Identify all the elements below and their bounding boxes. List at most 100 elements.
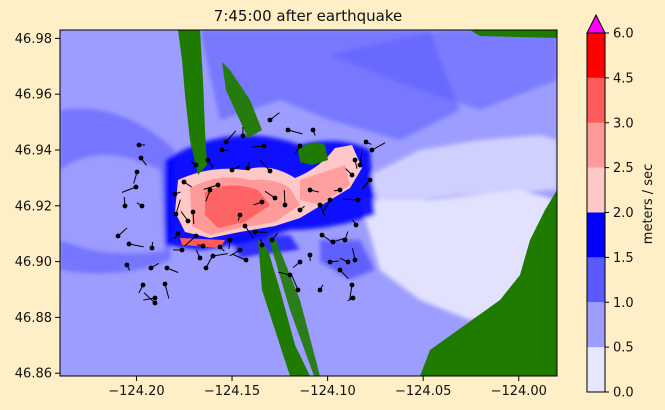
colorbar-tick-label: 2.0 bbox=[613, 206, 634, 221]
gauge-point bbox=[190, 209, 196, 215]
gauge-point bbox=[252, 229, 258, 235]
gauge-point bbox=[243, 257, 249, 263]
y-axis: 46.86 46.88 46.90 46.92 46.94 46.96 46.98 bbox=[15, 32, 60, 382]
gauge-point bbox=[285, 127, 291, 133]
gauge-point bbox=[267, 168, 273, 174]
colorbar-segment bbox=[587, 347, 605, 392]
gauge-point bbox=[162, 281, 168, 287]
gauge-point bbox=[317, 287, 323, 293]
gauge-markers bbox=[115, 112, 386, 306]
gauge-point bbox=[179, 247, 185, 253]
gauge-point bbox=[261, 143, 267, 149]
y-tick-label: 46.88 bbox=[15, 311, 52, 326]
gauge-point bbox=[295, 287, 301, 293]
gauge-point bbox=[297, 207, 303, 213]
gauge-point bbox=[205, 157, 211, 163]
colorbar-segment bbox=[587, 302, 605, 348]
gauge-point bbox=[267, 117, 273, 123]
colorbar-tick-label: 0.5 bbox=[613, 341, 634, 356]
gauge-point bbox=[272, 195, 278, 201]
gauge-point bbox=[134, 169, 140, 175]
gauge-point bbox=[136, 142, 142, 148]
gauge-point bbox=[240, 133, 246, 139]
gauge-point bbox=[138, 155, 144, 161]
gauge-point bbox=[327, 259, 333, 265]
gauge-point bbox=[297, 143, 303, 149]
gauge-point bbox=[259, 242, 265, 248]
gauge-point bbox=[352, 157, 358, 163]
gauge-point bbox=[200, 243, 206, 249]
gauge-point bbox=[115, 233, 121, 239]
gauge-point bbox=[193, 162, 199, 168]
plot-area bbox=[60, 30, 557, 376]
current-arrow bbox=[225, 130, 237, 143]
gauge-point bbox=[175, 231, 181, 237]
gauge-point bbox=[259, 199, 265, 205]
gauge-point bbox=[172, 191, 178, 197]
colorbar-tick-label: 2.5 bbox=[613, 161, 634, 176]
colorbar-tick-label: 4.5 bbox=[613, 71, 634, 86]
gauge-point bbox=[269, 237, 275, 243]
gauge-point bbox=[148, 265, 154, 271]
gauge-point bbox=[337, 267, 343, 273]
gauge-point bbox=[237, 212, 243, 218]
colorbar-segment bbox=[587, 167, 605, 213]
current-arrow bbox=[184, 235, 197, 247]
x-tick-label: −124.00 bbox=[491, 384, 547, 399]
gauge-point bbox=[181, 179, 187, 185]
colorbar-segment bbox=[587, 122, 605, 168]
gauge-point bbox=[217, 244, 223, 250]
current-arrow bbox=[349, 284, 353, 300]
plot-frame bbox=[59, 29, 558, 377]
gauge-point bbox=[193, 233, 199, 239]
current-arrow bbox=[259, 159, 271, 172]
gauge-point bbox=[345, 259, 351, 265]
current-arrow bbox=[212, 253, 228, 257]
gauge-point bbox=[126, 241, 132, 247]
gauge-point bbox=[367, 177, 373, 183]
gauge-point bbox=[355, 197, 361, 203]
gauge-point bbox=[350, 295, 356, 301]
colorbar-segment bbox=[587, 33, 605, 78]
gauge-point bbox=[152, 295, 158, 301]
x-axis: −124.20 −124.15 −124.10 −124.05 −124.00 bbox=[108, 376, 547, 399]
colorbar-tick-label: 6.0 bbox=[613, 27, 634, 42]
gauge-point bbox=[317, 202, 323, 208]
current-arrow bbox=[287, 129, 303, 135]
current-hotspot bbox=[175, 145, 362, 248]
gauge-point bbox=[124, 262, 130, 268]
x-tick-label: −124.20 bbox=[108, 384, 164, 399]
colorbar-segment bbox=[587, 257, 605, 303]
current-arrow bbox=[128, 243, 144, 248]
colorbar-segment bbox=[587, 212, 605, 258]
current-arrow bbox=[143, 292, 156, 304]
y-tick-label: 46.90 bbox=[15, 255, 52, 270]
colorbar-tick-label: 1.5 bbox=[613, 251, 634, 266]
current-arrow bbox=[121, 186, 137, 193]
colorbar-tick-label: 1.0 bbox=[613, 296, 634, 311]
gauge-point bbox=[223, 139, 229, 145]
colorbar-segment bbox=[587, 77, 605, 123]
gauge-point bbox=[352, 257, 358, 263]
y-tick-label: 46.96 bbox=[15, 88, 52, 103]
y-tick-label: 46.86 bbox=[15, 367, 52, 382]
colorbar-label: meters / sec bbox=[641, 164, 656, 244]
gauge-point bbox=[363, 139, 369, 145]
current-arrow bbox=[342, 198, 359, 201]
gauge-point bbox=[215, 182, 221, 188]
gauge-point bbox=[357, 162, 363, 168]
chart-title: 7:45:00 after earthquake bbox=[214, 7, 402, 25]
current-arrow bbox=[175, 199, 181, 215]
current-arrow bbox=[164, 283, 170, 299]
gauge-point bbox=[319, 232, 325, 238]
gauge-point bbox=[207, 187, 213, 193]
gauge-point bbox=[219, 147, 225, 153]
gauge-point bbox=[353, 222, 359, 228]
current-arrow bbox=[283, 189, 286, 206]
gauge-point bbox=[282, 202, 288, 208]
gauge-point bbox=[349, 172, 355, 178]
colorbar-extend-arrow bbox=[586, 13, 606, 34]
gauge-point bbox=[210, 253, 216, 259]
current-arrow bbox=[371, 142, 386, 151]
